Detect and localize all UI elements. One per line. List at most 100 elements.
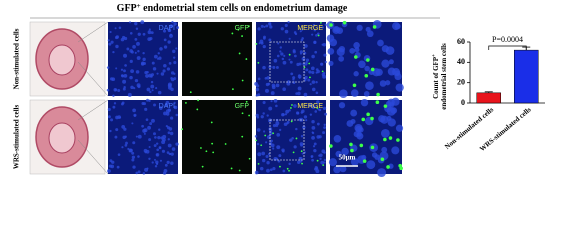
nucleus: [391, 146, 400, 155]
nucleus: [131, 155, 136, 159]
nucleus: [150, 84, 155, 89]
nucleus: [282, 60, 287, 65]
nucleus: [312, 145, 316, 148]
nucleus: [311, 70, 315, 75]
nucleus: [314, 50, 318, 54]
nucleus: [168, 108, 171, 112]
micrograph: [181, 99, 252, 174]
zoom-line: [77, 99, 109, 121]
nucleus: [327, 48, 335, 55]
nucleus: [272, 124, 277, 128]
nucleus: [175, 142, 179, 146]
nucleus: [131, 151, 135, 155]
nucleus: [333, 165, 341, 174]
gfp-cell: [308, 62, 311, 65]
nucleus: [129, 59, 133, 63]
nucleus: [133, 113, 137, 117]
nucleus: [124, 144, 128, 147]
nucleus: [324, 23, 327, 26]
nucleus: [114, 135, 118, 139]
nucleus: [113, 102, 117, 105]
nucleus: [275, 121, 280, 126]
nucleus: [297, 86, 302, 91]
y-tick-label: 20: [457, 77, 465, 86]
gfp-cell: [349, 142, 353, 147]
gfp-cell: [205, 150, 208, 153]
nucleus: [380, 128, 390, 138]
nucleus: [322, 74, 327, 79]
gfp-cell: [370, 67, 375, 72]
tissue-lumen: [48, 44, 76, 76]
nucleus: [377, 168, 387, 178]
nucleus: [154, 136, 157, 139]
nucleus: [301, 28, 304, 31]
gfp-cell: [370, 145, 375, 150]
gfp-cell: [238, 169, 241, 172]
gfp-cell: [264, 134, 267, 137]
nucleus: [110, 40, 114, 44]
nucleus: [135, 135, 138, 138]
nucleus: [270, 100, 273, 103]
nucleus: [141, 124, 144, 128]
nucleus: [158, 146, 162, 149]
nucleus: [147, 125, 151, 130]
nucleus: [310, 155, 313, 158]
gfp-cell: [295, 137, 298, 140]
nucleus: [155, 87, 158, 90]
gfp-cell: [255, 43, 258, 45]
nucleus: [137, 155, 140, 158]
nucleus: [135, 27, 139, 30]
nucleus: [160, 72, 165, 76]
nucleus: [300, 38, 304, 42]
nucleus: [269, 25, 273, 29]
nucleus: [148, 157, 151, 160]
nucleus: [323, 126, 326, 129]
nucleus: [361, 154, 367, 160]
bar: [514, 49, 539, 104]
nucleus: [108, 42, 112, 46]
nucleus: [166, 151, 170, 154]
nucleus: [262, 112, 265, 115]
nucleus: [282, 87, 286, 92]
nucleus: [169, 24, 174, 28]
nucleus: [113, 87, 118, 92]
nucleus: [130, 69, 135, 74]
gfp-cell: [362, 159, 367, 163]
gfp-cell: [386, 165, 390, 169]
nucleus: [379, 80, 387, 87]
gfp-cell: [383, 137, 387, 142]
nucleus: [129, 75, 133, 80]
nucleus: [151, 161, 154, 164]
nucleus: [161, 140, 166, 145]
nucleus: [169, 131, 174, 136]
gfp-cell: [383, 104, 388, 108]
nucleus: [354, 47, 360, 53]
nucleus: [111, 77, 116, 82]
nucleus: [148, 28, 151, 31]
nucleus: [299, 50, 304, 54]
nucleus: [120, 74, 124, 77]
nucleus: [309, 83, 312, 86]
nucleus: [256, 128, 261, 132]
nucleus: [394, 23, 401, 30]
nucleus: [260, 24, 264, 28]
nucleus: [272, 167, 276, 171]
nucleus: [284, 29, 289, 34]
nucleus: [371, 152, 378, 158]
nucleus: [350, 89, 359, 97]
nucleus: [316, 32, 320, 36]
nucleus: [273, 99, 278, 103]
nucleus: [272, 147, 275, 150]
nucleus: [385, 46, 395, 55]
nucleus: [134, 37, 138, 41]
gfp-cell: [366, 112, 370, 117]
tissue-lumen: [48, 122, 76, 154]
page: {"header": {"title_parts": ["GFP", "+", …: [12, 1, 545, 178]
gfp-cell: [230, 167, 233, 170]
nucleus: [135, 171, 139, 175]
gfp-cell: [257, 162, 260, 165]
nucleus: [171, 147, 176, 151]
nucleus: [292, 76, 296, 80]
gfp-cell: [245, 58, 248, 60]
channel-label: GFP: [235, 25, 250, 32]
